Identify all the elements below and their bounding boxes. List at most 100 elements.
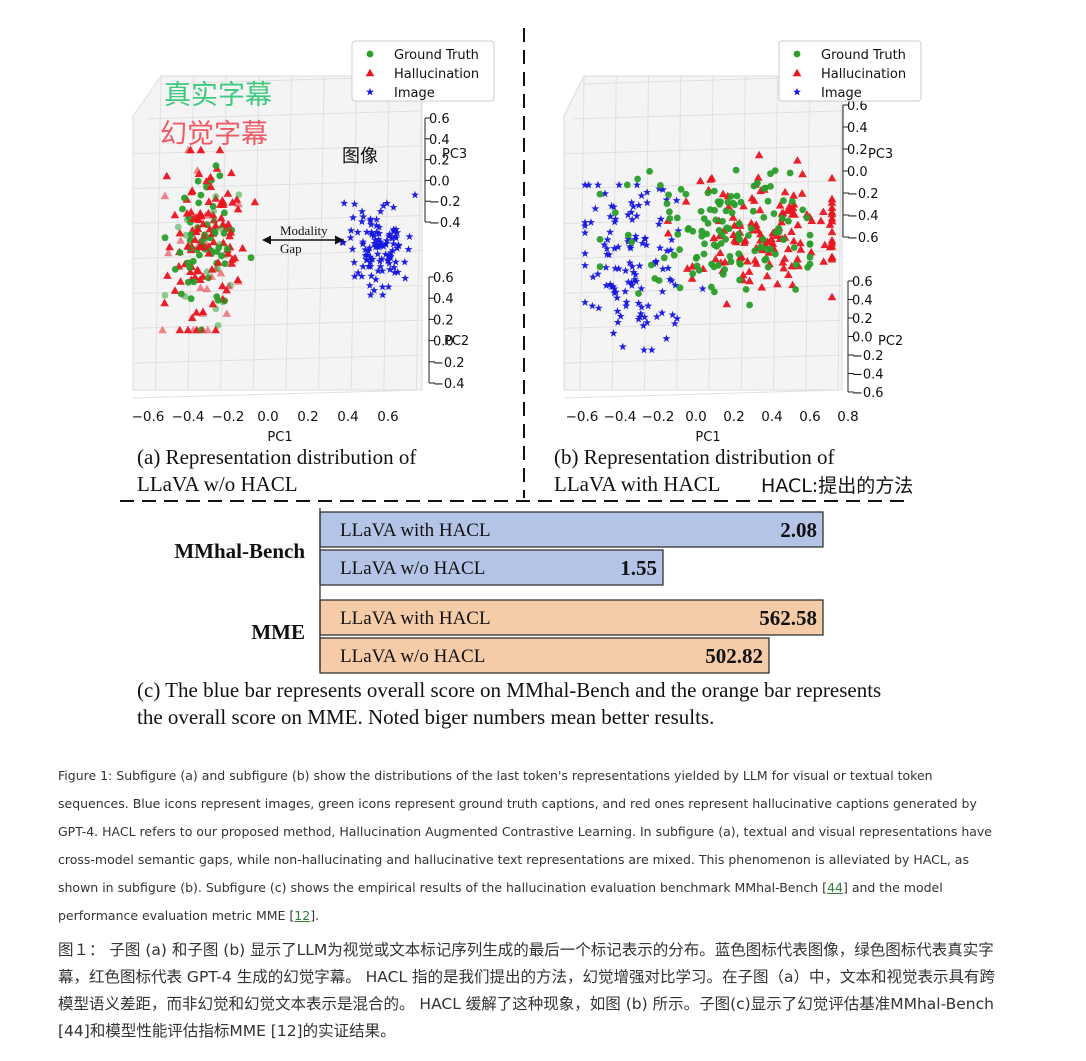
- hallucination-point: [779, 263, 788, 272]
- image-point: [671, 281, 680, 289]
- image-point: [606, 280, 615, 288]
- image-point: [371, 235, 380, 244]
- bar-mme-1: [319, 637, 770, 674]
- image-point: [353, 228, 362, 236]
- image-point: [391, 232, 400, 240]
- image-point: [374, 243, 383, 251]
- citation-link-12[interactable]: 12: [294, 908, 311, 923]
- x-tick-label: −0.6: [566, 409, 599, 425]
- grid-line-vertical: [318, 75, 325, 391]
- x-tick-label: −0.2: [212, 409, 245, 425]
- hallucination-point: [731, 237, 741, 246]
- hallucination-point: [778, 208, 788, 217]
- bar-value-label: 502.82: [705, 644, 763, 668]
- hallucination-point: [787, 209, 797, 218]
- ground-truth-point: [676, 246, 683, 254]
- ground-truth-point: [677, 186, 685, 193]
- image-point: [388, 246, 397, 254]
- hallucination-point: [250, 197, 260, 206]
- image-point: [607, 201, 616, 210]
- image-point: [639, 321, 648, 330]
- ground-truth-point: [758, 244, 766, 251]
- bar-mmhal-bench-1: [319, 549, 664, 586]
- image-point: [581, 298, 589, 306]
- hallucination-point: [757, 283, 767, 291]
- pc2-tick-label: 0.2: [433, 313, 454, 328]
- ground-truth-point: [646, 168, 653, 175]
- image-point: [667, 235, 676, 244]
- pc3-tick-label: 0.2: [429, 154, 450, 169]
- hallucination-point: [222, 309, 232, 317]
- ground-truth-point: [635, 290, 642, 297]
- x-tick-label: 0.0: [257, 409, 278, 425]
- ground-truth-point: [711, 288, 718, 296]
- ground-truth-point: [745, 232, 752, 239]
- hallucination-point: [789, 236, 799, 245]
- modality-gap-arrow: [262, 235, 344, 245]
- image-point: [594, 303, 603, 312]
- image-point: [401, 274, 410, 282]
- grid-line-vertical: [837, 75, 843, 391]
- citation-link-44[interactable]: 44: [827, 880, 843, 895]
- image-point: [616, 312, 625, 320]
- ground-truth-point: [684, 226, 692, 233]
- image-point: [637, 284, 646, 293]
- group-label-mmhal-bench: MMhal-Bench: [174, 539, 305, 563]
- image-point: [627, 208, 636, 216]
- ground-truth-point: [704, 189, 712, 197]
- grid-line-vertical: [611, 75, 617, 391]
- bar-label: LLaVA with HACL: [340, 608, 491, 629]
- ground-truth-point: [190, 278, 198, 286]
- ground-truth-point: [742, 286, 750, 293]
- pc2-tick-label: 0.6: [852, 275, 873, 290]
- image-point: [349, 213, 358, 222]
- panel-c-bar-chart: LLaVA with HACL 2.08 LLaVA w/o HACL 1.55 MMh…: [174, 508, 824, 674]
- image-point: [372, 215, 381, 223]
- image-point: [358, 239, 367, 248]
- pc2-tick-label: −0.2: [433, 356, 465, 371]
- ground-truth-point: [701, 240, 708, 248]
- hallucination-point: [196, 283, 205, 291]
- hallucination-point: [202, 239, 211, 248]
- ground-truth-point: [189, 257, 197, 265]
- pc2-tick-label: −0.2: [852, 349, 884, 364]
- ground-truth-point: [733, 192, 741, 200]
- hallucination-point: [193, 265, 202, 274]
- image-point: [618, 342, 627, 351]
- image-point: [642, 240, 651, 249]
- hallucination-point: [208, 210, 218, 219]
- ground-truth-point: [665, 191, 672, 199]
- ground-truth-point: [737, 260, 744, 268]
- hallucination-point: [160, 191, 170, 200]
- grid-line-vertical: [415, 75, 423, 391]
- hallucination-point: [215, 145, 225, 154]
- image-point: [411, 190, 419, 199]
- grid-line-horizontal: [132, 354, 423, 364]
- image-point: [638, 239, 647, 247]
- ground-truth-point: [762, 255, 770, 263]
- hallucination-point: [722, 299, 732, 308]
- hallucination-point: [193, 224, 203, 233]
- legend-label: Ground Truth: [821, 48, 906, 63]
- ground-truth-point: [181, 293, 189, 300]
- pc3-tick-label: 0.2: [847, 143, 868, 158]
- ground-truth-point: [717, 198, 724, 206]
- image-point: [591, 204, 600, 213]
- image-point: [793, 87, 801, 96]
- hallucination-point: [762, 271, 772, 280]
- ground-truth-point: [726, 253, 734, 260]
- ground-truth-point: [719, 217, 726, 225]
- image-point: [348, 245, 357, 253]
- pc3-tick-label: 0.4: [429, 133, 450, 148]
- image-point: [357, 272, 366, 280]
- hallucination-point: [780, 187, 790, 196]
- image-point: [622, 298, 631, 306]
- ground-truth-point: [187, 295, 195, 303]
- image-point: [637, 303, 646, 311]
- image-point: [366, 252, 375, 261]
- image-point: [662, 195, 671, 204]
- image-point: [390, 263, 398, 271]
- ground-truth-point: [184, 278, 192, 286]
- image-point: [640, 313, 649, 321]
- legend-label: Ground Truth: [394, 48, 479, 63]
